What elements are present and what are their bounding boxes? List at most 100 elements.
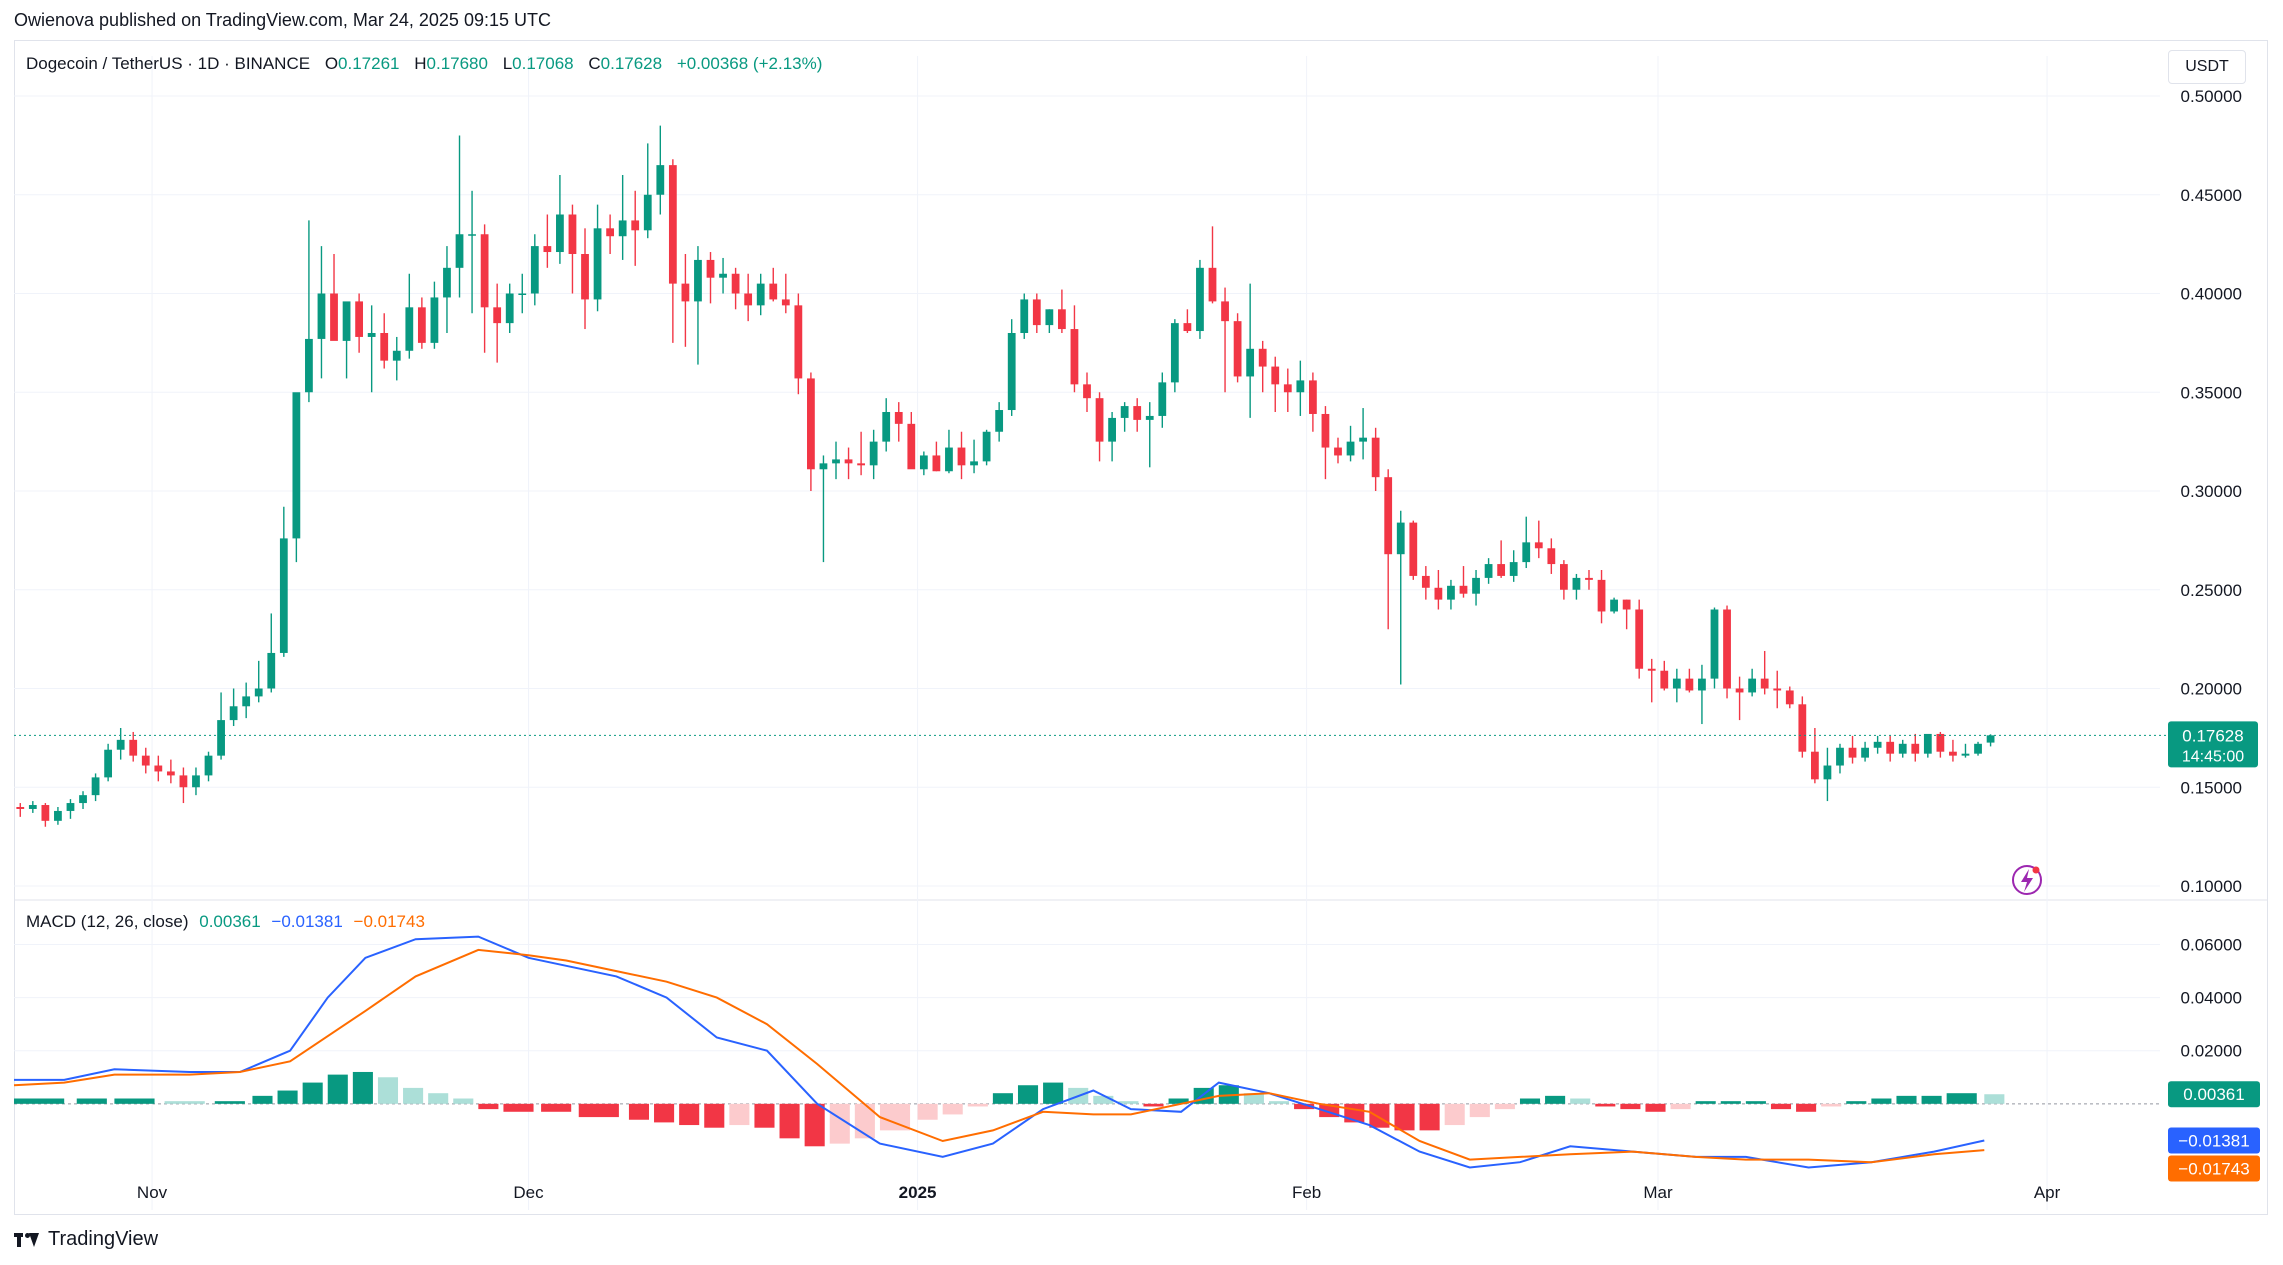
- macd-histogram-bar: [1394, 1103, 1415, 1131]
- candle-body: [807, 378, 815, 470]
- candle-body: [179, 775, 188, 788]
- candle-body: [1509, 562, 1518, 576]
- candle-body: [1007, 333, 1016, 411]
- macd-histogram-bar: [967, 1103, 988, 1107]
- candle-body: [1685, 678, 1694, 691]
- macd-histogram-bar: [628, 1103, 650, 1120]
- macd-histogram-bar: [654, 1103, 675, 1123]
- candle-body: [1810, 751, 1819, 780]
- candle-body: [1183, 323, 1192, 332]
- macd-histogram-bar: [1545, 1095, 1566, 1104]
- candle-body: [1309, 380, 1317, 414]
- candle-body: [1058, 309, 1066, 330]
- macd-histogram-bar: [1670, 1103, 1691, 1110]
- candle-body: [518, 293, 527, 295]
- candle-body: [1974, 743, 1982, 754]
- macd-histogram-bar: [1243, 1093, 1264, 1104]
- lightning-icon-ring: [2012, 865, 2042, 895]
- macd-histogram-bar: [917, 1103, 938, 1120]
- macd-histogram-bar: [1871, 1098, 1892, 1104]
- candle-body: [430, 297, 439, 343]
- candle-body: [1773, 688, 1782, 691]
- candle-body: [1133, 406, 1142, 420]
- tradingview-brand[interactable]: TradingView: [14, 1228, 158, 1251]
- candle-body: [392, 350, 401, 361]
- macd-tick-label: 0.04000: [2181, 989, 2242, 1008]
- candle-body: [229, 706, 238, 721]
- candle-body: [1497, 564, 1506, 576]
- macd-histogram-bar: [1796, 1103, 1817, 1112]
- candle-body: [330, 293, 338, 341]
- macd-histogram-bar: [1620, 1103, 1641, 1110]
- macd-histogram-bar: [1770, 1103, 1792, 1110]
- candle-body: [443, 267, 451, 298]
- candle-body: [1447, 585, 1455, 600]
- currency-button[interactable]: USDT: [2168, 50, 2246, 84]
- close-value: 0.17628: [600, 54, 663, 73]
- candle-body: [1371, 437, 1380, 478]
- macd-histogram-bar: [403, 1087, 424, 1104]
- candle-body: [618, 220, 627, 237]
- candle-body: [1961, 753, 1970, 756]
- macd-histogram-bar: [1846, 1101, 1867, 1104]
- candle-body: [367, 333, 376, 337]
- candle-body: [279, 538, 288, 653]
- candle-body: [1472, 577, 1480, 594]
- candle-body: [1622, 599, 1631, 610]
- macd-histogram-bar: [1017, 1085, 1039, 1104]
- lightning-icon-dot: [2032, 866, 2040, 874]
- macd-histogram-bar: [578, 1103, 619, 1118]
- candle-body: [141, 755, 150, 766]
- candle-body: [1459, 585, 1468, 594]
- open-label: O: [324, 54, 339, 73]
- candle-body: [1647, 668, 1656, 671]
- macd-histogram-bar: [704, 1103, 725, 1128]
- candle-body: [129, 739, 138, 756]
- macd-histogram-bar: [942, 1103, 963, 1115]
- macd-histogram-axis-label-box: [2168, 1081, 2260, 1108]
- candle-body: [1610, 599, 1618, 612]
- candle-body: [1848, 747, 1857, 758]
- candle-body: [869, 441, 878, 466]
- candle-body: [681, 283, 690, 302]
- candle-body: [1434, 587, 1443, 600]
- price-tick-label: 0.10000: [2181, 877, 2242, 896]
- candle-body: [744, 293, 753, 306]
- candle-body: [1735, 688, 1744, 693]
- candle-body: [857, 463, 865, 466]
- candle-body: [1032, 299, 1041, 326]
- brand-name: TradingView: [48, 1228, 159, 1250]
- candle-body: [1296, 380, 1305, 393]
- candle-body: [832, 459, 840, 464]
- grid-lines: [14, 56, 2268, 1210]
- candle-body: [342, 301, 351, 341]
- macd-line-axis-label: −0.01381: [2178, 1131, 2249, 1150]
- macd-histogram-bar: [277, 1090, 298, 1104]
- candle-body: [154, 765, 163, 772]
- open-value: 0.17261: [338, 54, 400, 73]
- high-label: H: [414, 54, 427, 73]
- close-label: C: [588, 54, 601, 73]
- macd-histogram-bar: [1369, 1103, 1390, 1128]
- candle-body: [505, 293, 514, 324]
- candle-body: [643, 194, 652, 231]
- candle-body: [468, 234, 476, 236]
- low-value: 0.17068: [512, 54, 574, 73]
- last-price-label-box: [2168, 721, 2258, 768]
- macd-histogram-bar: [352, 1071, 373, 1104]
- tradingview-logo-icon: [14, 1232, 40, 1247]
- candle-body: [1898, 743, 1907, 754]
- candle-body: [1070, 329, 1079, 385]
- macd-histogram-bar: [1720, 1101, 1741, 1104]
- candle-body: [543, 246, 552, 253]
- macd-histogram-bar: [503, 1103, 534, 1112]
- macd-histogram-bar: [754, 1103, 775, 1128]
- candle-body: [882, 412, 891, 442]
- candle-body: [380, 333, 389, 361]
- price-tick-label: 0.25000: [2181, 581, 2242, 600]
- macd-histogram-bar: [1419, 1103, 1440, 1131]
- candle-body: [1986, 735, 1995, 743]
- lightning-icon-bolt: [2021, 869, 2033, 892]
- publisher-line: Owienova published on TradingView.com, M…: [14, 10, 551, 30]
